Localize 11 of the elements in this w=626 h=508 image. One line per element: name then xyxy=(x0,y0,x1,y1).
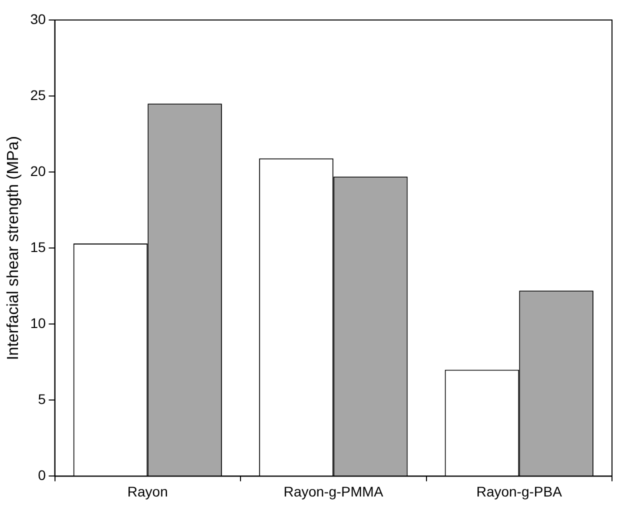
y-tick-label: 30 xyxy=(30,10,46,27)
y-tick-label: 15 xyxy=(30,238,46,255)
y-tick-label: 0 xyxy=(38,467,46,484)
y-axis-title: Interfacial shear strength (MPa) xyxy=(5,136,22,360)
x-tick-label: Rayon-g-PBA xyxy=(476,483,563,500)
x-tick-label: Rayon-g-PMMA xyxy=(284,483,384,500)
y-tick-label: 25 xyxy=(30,86,46,103)
y-tick-label: 5 xyxy=(38,391,46,408)
y-tick-label: 20 xyxy=(30,162,46,179)
x-tick-label: Rayon xyxy=(127,483,168,500)
y-tick-label: 10 xyxy=(30,314,46,331)
